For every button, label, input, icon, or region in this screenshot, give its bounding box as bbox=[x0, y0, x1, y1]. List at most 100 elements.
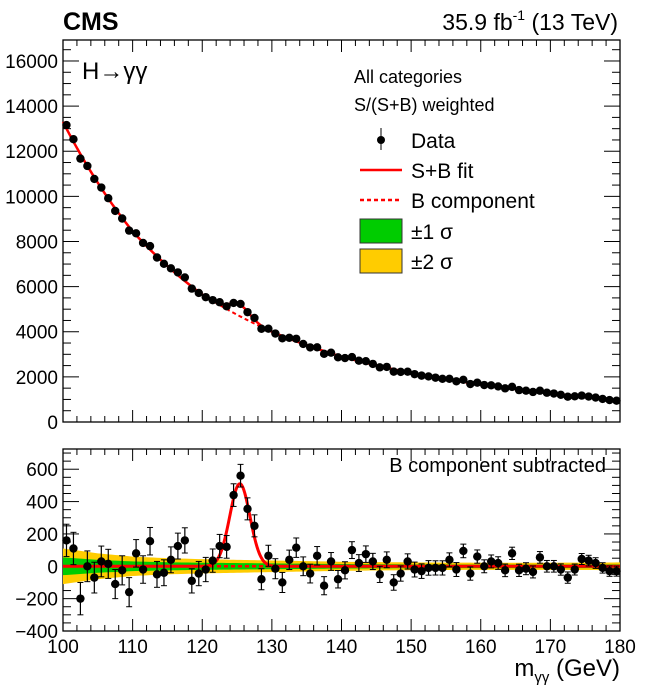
data-point bbox=[305, 343, 315, 352]
ratio-annotation: B component subtracted bbox=[389, 455, 606, 477]
data-point bbox=[292, 334, 301, 343]
data-point bbox=[452, 377, 461, 386]
data-point bbox=[521, 386, 531, 395]
residual-point bbox=[466, 569, 475, 578]
data-point bbox=[466, 379, 475, 389]
y-tick-label: 200 bbox=[26, 525, 58, 546]
main-panel: 0 2000 4000 6000 8000 10000 12000 14000 16000 bbox=[5, 39, 621, 434]
legend-header-1: All categories bbox=[354, 67, 462, 87]
y-tick-label: −400 bbox=[15, 622, 58, 643]
data-point bbox=[104, 194, 113, 203]
residual-point bbox=[104, 559, 113, 569]
residual-point bbox=[528, 567, 538, 577]
data-point bbox=[117, 214, 127, 223]
residual-point bbox=[278, 578, 287, 587]
residual-point bbox=[180, 536, 190, 545]
residual-point bbox=[285, 555, 294, 565]
data-point bbox=[201, 292, 210, 302]
residual-point bbox=[243, 504, 252, 514]
residual-point bbox=[507, 549, 517, 558]
data-point bbox=[124, 226, 134, 235]
residual-point bbox=[591, 558, 600, 568]
data-point bbox=[612, 396, 621, 405]
y-tick-label: 10000 bbox=[5, 187, 58, 208]
data-point bbox=[152, 253, 162, 262]
data-point bbox=[438, 374, 447, 384]
residual-point bbox=[173, 541, 183, 551]
data-point bbox=[361, 356, 371, 366]
data-point bbox=[62, 120, 71, 130]
data-point bbox=[605, 395, 614, 405]
data-point bbox=[410, 369, 419, 379]
ratio-panel: −400 −200 0 200 400 600 100 110 120 130 140 150 160 1… bbox=[15, 448, 636, 658]
residual-point bbox=[90, 573, 99, 582]
residual-point bbox=[361, 549, 371, 559]
residual-point bbox=[389, 578, 398, 587]
y-tick-label: −200 bbox=[15, 590, 58, 611]
data-point bbox=[528, 387, 538, 397]
y-tick-label: 2000 bbox=[16, 368, 58, 389]
residual-point bbox=[83, 562, 92, 571]
data-point bbox=[382, 362, 391, 372]
residual-point bbox=[152, 570, 162, 579]
residual-point bbox=[605, 566, 614, 576]
residual-point bbox=[382, 555, 391, 565]
channel-label: H→γγ bbox=[82, 58, 147, 85]
residual-point bbox=[312, 551, 322, 560]
residual-point bbox=[347, 545, 357, 555]
residual-point bbox=[145, 537, 155, 546]
residual-point bbox=[340, 566, 350, 575]
residual-point bbox=[473, 552, 482, 561]
data-point bbox=[500, 384, 510, 393]
data-point bbox=[229, 298, 238, 308]
residual-point bbox=[410, 565, 419, 574]
residual-point bbox=[577, 554, 586, 564]
data-point bbox=[299, 339, 308, 349]
y-tick-label: 4000 bbox=[16, 323, 58, 344]
residual-point bbox=[257, 575, 266, 584]
sb-fit-curve bbox=[63, 482, 620, 568]
x-tick-label: 140 bbox=[326, 637, 358, 658]
data-point bbox=[243, 307, 252, 317]
legend-band-box bbox=[359, 248, 403, 274]
residual-point bbox=[493, 558, 503, 568]
data-point bbox=[312, 343, 322, 352]
data-point bbox=[403, 367, 412, 376]
residual-point bbox=[97, 557, 106, 566]
data-point bbox=[445, 374, 454, 384]
residual-point bbox=[480, 562, 489, 571]
legend-label: Data bbox=[411, 130, 456, 153]
y-tick-label: 400 bbox=[26, 493, 58, 514]
data-point bbox=[138, 238, 148, 248]
data-point bbox=[598, 394, 607, 404]
residual-point bbox=[459, 546, 468, 556]
residual-point bbox=[612, 566, 621, 576]
residual-point bbox=[124, 587, 134, 597]
legend-header-2: S/(S+B) weighted bbox=[354, 95, 495, 115]
data-point bbox=[396, 367, 405, 377]
data-point bbox=[319, 349, 329, 359]
y-tick-label: 600 bbox=[26, 460, 58, 481]
x-tick-label: 170 bbox=[535, 637, 567, 658]
data-point bbox=[507, 382, 517, 392]
residual-point bbox=[368, 557, 378, 566]
residual-point bbox=[305, 569, 315, 578]
legend-data-marker bbox=[377, 136, 385, 144]
legend-band-box bbox=[359, 218, 403, 244]
residual-point bbox=[514, 566, 524, 575]
data-point bbox=[473, 378, 482, 387]
residual-point bbox=[570, 565, 579, 574]
y-tick-label: 12000 bbox=[5, 142, 58, 163]
residual-point bbox=[264, 551, 273, 560]
data-point bbox=[591, 393, 600, 402]
legend-label: S+B fit bbox=[411, 160, 474, 183]
residual-point bbox=[111, 579, 120, 589]
residual-point bbox=[542, 562, 552, 571]
residual-point bbox=[215, 541, 224, 551]
x-tick-label: 100 bbox=[47, 637, 79, 658]
data-point bbox=[570, 392, 579, 401]
residual-point bbox=[319, 581, 329, 590]
residual-point bbox=[250, 521, 259, 531]
data-point bbox=[278, 334, 287, 343]
